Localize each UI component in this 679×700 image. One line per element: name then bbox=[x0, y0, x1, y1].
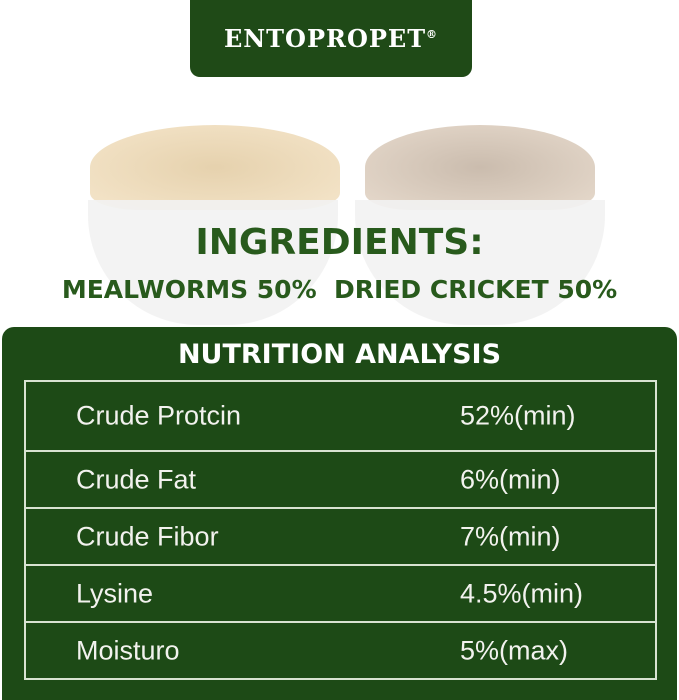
nutrition-panel: NUTRITION ANALYSIS Crude Protcin 52%(min)… bbox=[2, 327, 677, 700]
table-row: Crude Fibor 7%(min) bbox=[26, 507, 655, 564]
mealworms-image bbox=[90, 125, 340, 210]
table-row: Crude Fat 6%(min) bbox=[26, 450, 655, 507]
nutrition-table: Crude Protcin 52%(min) Crude Fat 6%(min) C… bbox=[24, 380, 657, 680]
row-label: Lysine bbox=[76, 578, 154, 608]
crickets-image bbox=[365, 125, 595, 210]
brand-logo: ENTOPROPET® bbox=[190, 0, 472, 77]
ingredients-title: INGREDIENTS: bbox=[195, 222, 484, 263]
row-label: Crude Fat bbox=[76, 464, 197, 494]
registered-mark: ® bbox=[426, 28, 439, 41]
row-value: 5%(max) bbox=[460, 635, 569, 665]
brand-name: ENTOPROPET bbox=[223, 24, 427, 53]
table-row: Crude Protcin 52%(min) bbox=[26, 382, 655, 450]
row-label: Crude Protcin bbox=[76, 400, 242, 431]
row-label: Moisturo bbox=[76, 635, 180, 665]
table-row: Moisturo 5%(max) bbox=[26, 621, 655, 678]
row-value: 6%(min) bbox=[460, 464, 561, 494]
row-value: 52%(min) bbox=[460, 400, 576, 431]
nutrition-title: NUTRITION ANALYSIS bbox=[177, 339, 502, 370]
row-value: 7%(min) bbox=[460, 521, 561, 551]
row-value: 4.5%(min) bbox=[460, 578, 584, 608]
row-label: Crude Fibor bbox=[76, 521, 219, 551]
ingredients-line: MEALWORMS 50% DRIED CRICKET 50% bbox=[61, 275, 618, 304]
table-row: Lysine 4.5%(min) bbox=[26, 564, 655, 621]
